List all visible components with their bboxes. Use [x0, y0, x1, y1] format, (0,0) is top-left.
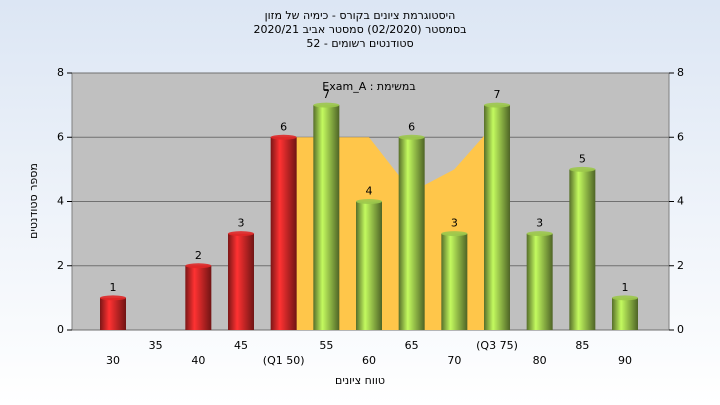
x-tick-label: 40 [191, 354, 205, 367]
bar [356, 201, 382, 330]
x-tick-label: (Q1 50) [263, 354, 305, 367]
x-tick-label: 55 [319, 339, 333, 352]
x-axis-label: טווח ציונים [335, 374, 385, 387]
data-label: 2 [195, 249, 202, 262]
annotation: במשימת : Exam_A [322, 80, 415, 93]
y2-tick-label: 4 [677, 195, 684, 208]
x-tick-label: 80 [533, 354, 547, 367]
x-tick-label: 90 [618, 354, 632, 367]
y-tick-label: 8 [57, 66, 64, 79]
chart-subtitle: סטודנטים רשומים - 52 [306, 37, 413, 50]
bar-top [185, 263, 212, 269]
y-tick-label: 6 [57, 130, 64, 143]
bar [270, 137, 297, 330]
bar-top [441, 231, 468, 237]
x-tick-label: 45 [234, 339, 248, 352]
x-tick-label: 30 [106, 354, 120, 367]
bar [398, 137, 425, 330]
bar [612, 297, 638, 330]
bar-top [356, 199, 382, 204]
bar-top [569, 166, 596, 172]
y-tick-label: 2 [57, 259, 64, 272]
bar [441, 233, 468, 330]
bar-top [526, 231, 553, 237]
data-label: 4 [366, 185, 373, 198]
x-tick-label: 60 [362, 354, 376, 367]
bar [313, 105, 340, 330]
data-label: 5 [579, 152, 586, 165]
y-tick-label: 0 [57, 323, 64, 336]
chart-subtitle: בסמסטר (02/2020) סמסטר אביב 2020/21 [253, 23, 466, 36]
data-label: 3 [238, 217, 245, 230]
data-label: 3 [536, 217, 543, 230]
data-label: 6 [280, 120, 287, 133]
x-tick-label: 70 [447, 354, 461, 367]
bar [100, 297, 126, 330]
bar-top [612, 295, 638, 301]
data-label: 7 [494, 88, 501, 101]
y-tick-label: 4 [57, 195, 64, 208]
x-tick-label: 35 [149, 339, 163, 352]
bar-top [228, 231, 254, 237]
bar [484, 105, 510, 330]
bar-top [313, 102, 340, 108]
data-label: 1 [622, 281, 629, 294]
y2-tick-label: 8 [677, 66, 684, 79]
bar-top [398, 134, 425, 140]
x-tick-label: (Q3 75) [476, 339, 518, 352]
y-axis-label: מספר סטודנטים [27, 163, 40, 239]
chart-title: היסטוגרמת ציונים בקורס - כימיה של מזון [265, 9, 456, 22]
x-tick-label: 85 [575, 339, 589, 352]
bar-top [484, 102, 510, 108]
bar [526, 233, 553, 330]
bar [228, 233, 254, 330]
y2-tick-label: 0 [677, 323, 684, 336]
y2-tick-label: 2 [677, 259, 684, 272]
data-label: 6 [408, 120, 415, 133]
data-label: 1 [110, 281, 117, 294]
data-label: 7 [323, 88, 330, 101]
bar [569, 169, 596, 330]
bar-top [100, 295, 126, 301]
bar [185, 265, 212, 330]
bar-top [270, 134, 297, 140]
y2-tick-label: 6 [677, 130, 684, 143]
x-tick-label: 65 [405, 339, 419, 352]
data-label: 3 [451, 217, 458, 230]
